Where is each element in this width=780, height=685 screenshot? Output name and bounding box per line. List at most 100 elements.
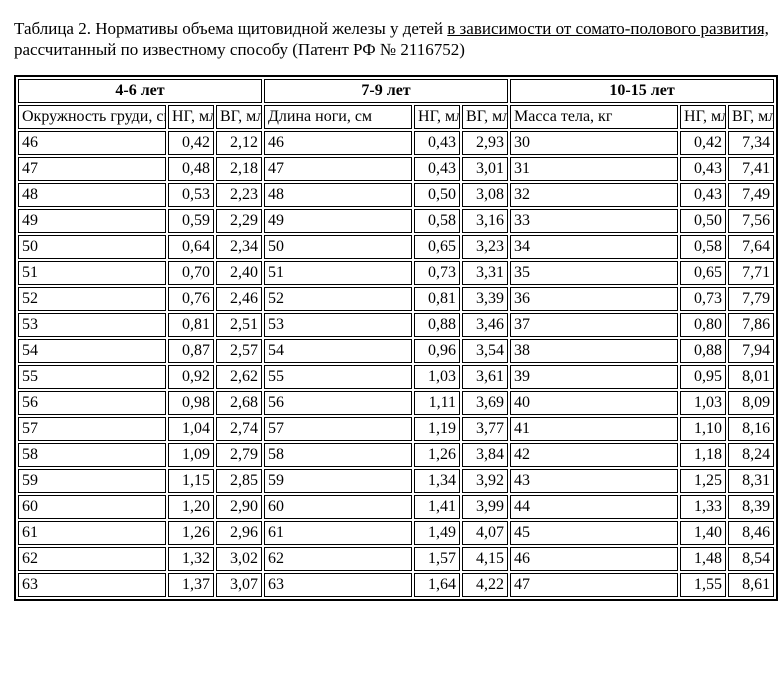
cell-param: 51: [264, 261, 412, 285]
cell-param: 50: [18, 235, 166, 259]
cell-value: 1,11: [414, 391, 460, 415]
table-row: 460,422,12460,432,93300,427,34: [18, 131, 774, 155]
cell-value: 7,71: [728, 261, 774, 285]
cell-value: 3,61: [462, 365, 508, 389]
cell-value: 1,55: [680, 573, 726, 597]
table-row: 510,702,40510,733,31350,657,71: [18, 261, 774, 285]
caption-suffix: рассчитанный по известному способу (Пате…: [14, 40, 465, 59]
cell-value: 3,99: [462, 495, 508, 519]
cell-value: 0,98: [168, 391, 214, 415]
cell-value: 8,46: [728, 521, 774, 545]
cell-value: 3,07: [216, 573, 262, 597]
cell-value: 0,58: [680, 235, 726, 259]
table-row: 470,482,18470,433,01310,437,41: [18, 157, 774, 181]
cell-value: 0,43: [414, 157, 460, 181]
cell-param: 55: [264, 365, 412, 389]
cell-param: 49: [18, 209, 166, 233]
cell-value: 2,68: [216, 391, 262, 415]
cell-param: 54: [18, 339, 166, 363]
cell-param: 47: [510, 573, 678, 597]
cell-param: 59: [18, 469, 166, 493]
table-row: 571,042,74571,193,77411,108,16: [18, 417, 774, 441]
col-g3-ng: НГ, мл: [680, 105, 726, 129]
cell-value: 3,46: [462, 313, 508, 337]
thyroid-norms-table: 4-6 лет 7-9 лет 10-15 лет Окружность гру…: [14, 75, 778, 601]
cell-value: 7,49: [728, 183, 774, 207]
cell-param: 61: [264, 521, 412, 545]
cell-value: 7,34: [728, 131, 774, 155]
cell-value: 2,40: [216, 261, 262, 285]
cell-value: 1,18: [680, 443, 726, 467]
cell-value: 1,10: [680, 417, 726, 441]
cell-value: 1,26: [168, 521, 214, 545]
cell-param: 45: [510, 521, 678, 545]
cell-param: 42: [510, 443, 678, 467]
cell-param: 54: [264, 339, 412, 363]
age-group-3: 10-15 лет: [510, 79, 774, 103]
cell-param: 61: [18, 521, 166, 545]
cell-param: 53: [18, 313, 166, 337]
cell-param: 53: [264, 313, 412, 337]
cell-value: 0,70: [168, 261, 214, 285]
cell-value: 1,57: [414, 547, 460, 571]
cell-param: 57: [264, 417, 412, 441]
column-header-row: Окружность груди, см НГ, мл ВГ, мл Длина…: [18, 105, 774, 129]
table-row: 550,922,62551,033,61390,958,01: [18, 365, 774, 389]
cell-value: 1,04: [168, 417, 214, 441]
cell-value: 7,56: [728, 209, 774, 233]
cell-value: 8,61: [728, 573, 774, 597]
cell-value: 0,42: [680, 131, 726, 155]
table-row: 530,812,51530,883,46370,807,86: [18, 313, 774, 337]
cell-param: 41: [510, 417, 678, 441]
cell-value: 0,73: [680, 287, 726, 311]
table-row: 540,872,57540,963,54380,887,94: [18, 339, 774, 363]
cell-param: 35: [510, 261, 678, 285]
cell-value: 3,54: [462, 339, 508, 363]
cell-value: 2,29: [216, 209, 262, 233]
cell-value: 2,46: [216, 287, 262, 311]
cell-value: 1,09: [168, 443, 214, 467]
age-group-1: 4-6 лет: [18, 79, 262, 103]
cell-param: 32: [510, 183, 678, 207]
table-row: 621,323,02621,574,15461,488,54: [18, 547, 774, 571]
cell-param: 62: [264, 547, 412, 571]
cell-value: 1,64: [414, 573, 460, 597]
cell-value: 2,96: [216, 521, 262, 545]
table-body: 460,422,12460,432,93300,427,34470,482,18…: [18, 131, 774, 597]
cell-value: 1,15: [168, 469, 214, 493]
cell-value: 2,23: [216, 183, 262, 207]
cell-value: 0,50: [414, 183, 460, 207]
table-row: 631,373,07631,644,22471,558,61: [18, 573, 774, 597]
cell-value: 1,49: [414, 521, 460, 545]
cell-value: 7,41: [728, 157, 774, 181]
cell-param: 63: [18, 573, 166, 597]
cell-value: 4,15: [462, 547, 508, 571]
cell-value: 3,23: [462, 235, 508, 259]
cell-value: 3,02: [216, 547, 262, 571]
cell-value: 7,79: [728, 287, 774, 311]
cell-value: 0,43: [680, 183, 726, 207]
cell-value: 1,41: [414, 495, 460, 519]
table-row: 500,642,34500,653,23340,587,64: [18, 235, 774, 259]
cell-value: 7,64: [728, 235, 774, 259]
cell-value: 1,20: [168, 495, 214, 519]
cell-param: 55: [18, 365, 166, 389]
cell-value: 2,93: [462, 131, 508, 155]
cell-param: 57: [18, 417, 166, 441]
cell-param: 43: [510, 469, 678, 493]
cell-param: 51: [18, 261, 166, 285]
cell-param: 63: [264, 573, 412, 597]
cell-param: 56: [264, 391, 412, 415]
cell-value: 0,43: [680, 157, 726, 181]
table-row: 480,532,23480,503,08320,437,49: [18, 183, 774, 207]
cell-value: 3,16: [462, 209, 508, 233]
cell-value: 7,94: [728, 339, 774, 363]
cell-value: 3,84: [462, 443, 508, 467]
cell-value: 8,39: [728, 495, 774, 519]
cell-param: 36: [510, 287, 678, 311]
cell-value: 0,81: [414, 287, 460, 311]
cell-param: 46: [18, 131, 166, 155]
cell-param: 46: [510, 547, 678, 571]
cell-value: 0,53: [168, 183, 214, 207]
cell-value: 0,92: [168, 365, 214, 389]
